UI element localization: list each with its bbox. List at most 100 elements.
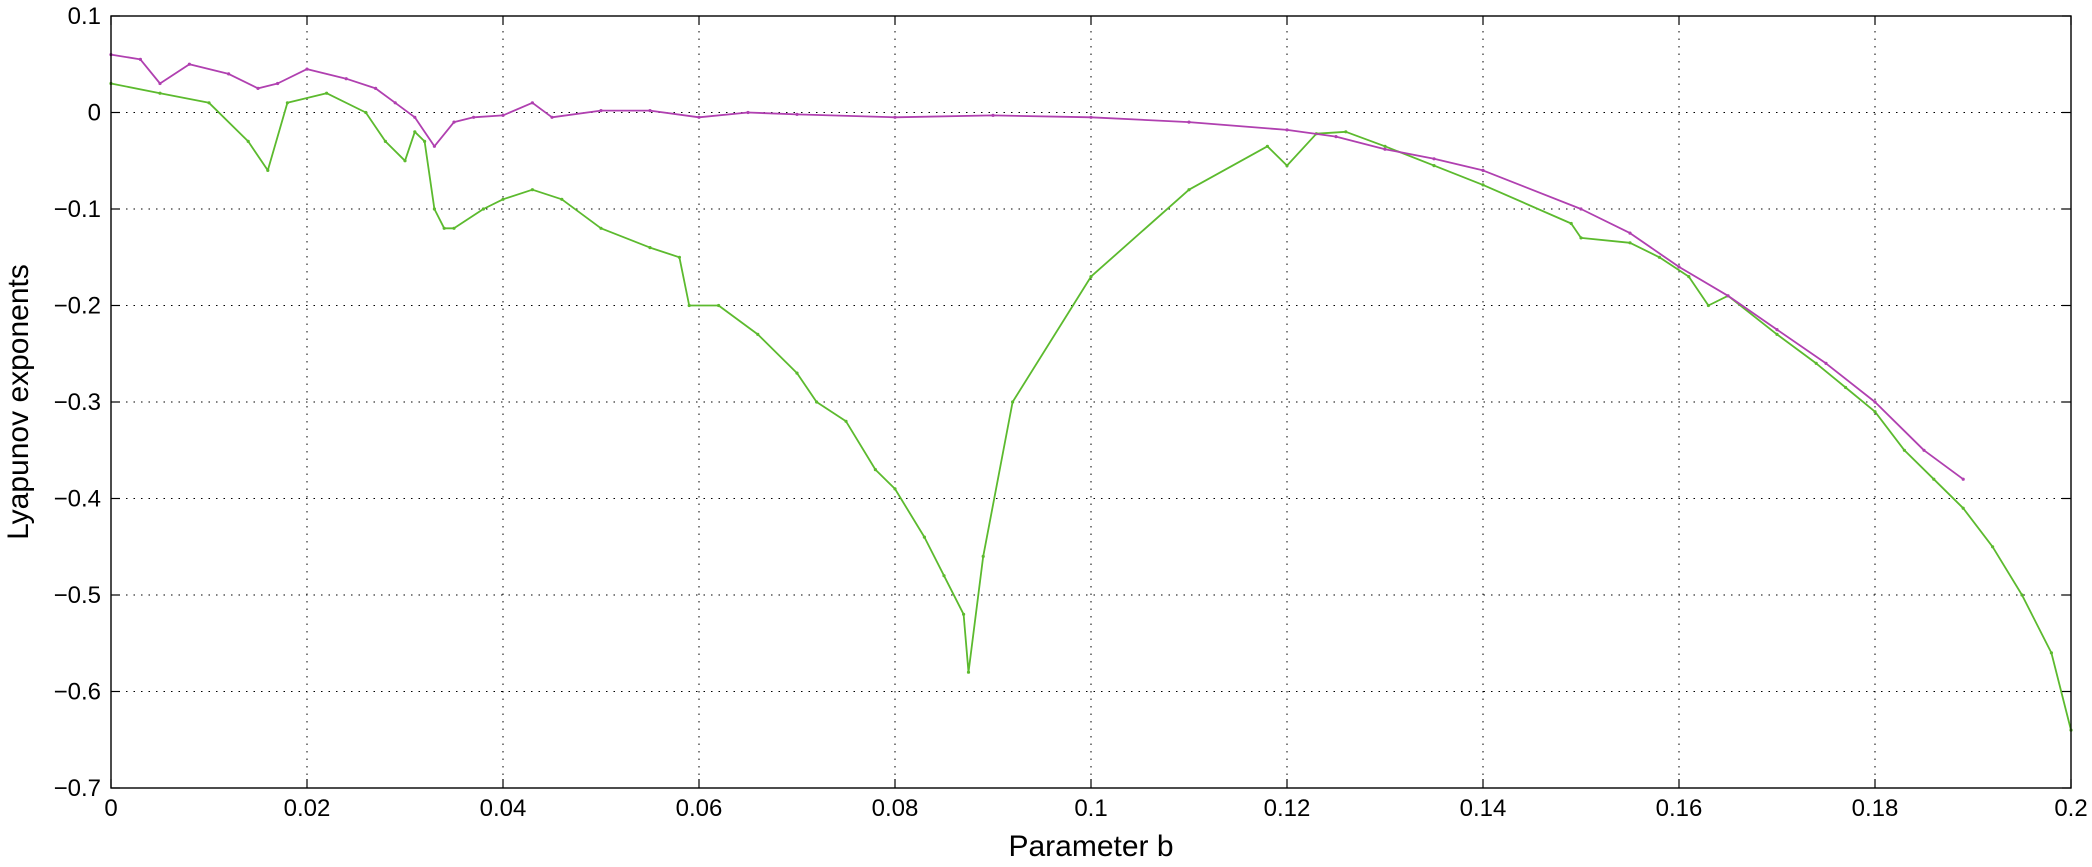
data-point: [717, 303, 721, 308]
y-tick-label: −0.1: [54, 196, 101, 223]
data-point: [550, 115, 554, 119]
data-point: [1726, 294, 1730, 298]
data-point: [1628, 241, 1632, 245]
data-point: [981, 554, 985, 559]
data-point: [344, 77, 348, 81]
data-point: [648, 246, 652, 250]
data-point: [138, 57, 142, 62]
data-point: [452, 226, 456, 230]
data-point: [942, 574, 946, 578]
data-point: [1873, 410, 1877, 414]
data-point: [403, 159, 407, 163]
data-point: [1432, 164, 1436, 168]
data-point: [1824, 361, 1828, 365]
y-tick-label: −0.3: [54, 389, 101, 416]
data-point: [1932, 477, 1936, 481]
data-point: [1187, 188, 1191, 192]
data-point: [227, 72, 231, 76]
ticks: [110, 15, 2072, 789]
data-point: [423, 139, 427, 143]
data-point: [246, 139, 250, 143]
x-tick-labels: 0 0.02 0.04 0.06 0.08 0.1 0.12 0.14 0.16 0.18 0.2: [104, 795, 2087, 822]
data-point: [1579, 236, 1583, 240]
data-point: [1432, 157, 1436, 161]
data-point: [560, 197, 564, 201]
data-point: [452, 120, 456, 124]
data-point: [207, 101, 211, 105]
data-point: [472, 115, 476, 119]
data-point: [285, 101, 289, 105]
data-point: [599, 226, 603, 230]
data-point: [1089, 115, 1093, 119]
data-point: [746, 110, 750, 115]
data-point: [962, 612, 966, 616]
x-tick-label: 0.1: [1074, 795, 1107, 822]
data-point: [1481, 183, 1485, 187]
data-point: [991, 113, 995, 117]
data-point: [1265, 144, 1269, 148]
data-point: [893, 115, 897, 119]
data-point: [1579, 207, 1583, 211]
x-tick-label: 0.02: [284, 795, 331, 822]
y-axis-label: Lyapunov exponents: [2, 264, 35, 540]
data-point: [844, 419, 848, 423]
data-point: [1011, 400, 1015, 404]
data-point: [530, 188, 535, 192]
data-point: [413, 115, 417, 119]
data-point: [1922, 448, 1926, 452]
data-point: [1961, 477, 1965, 481]
data-point: [1383, 147, 1387, 151]
data-point: [815, 400, 819, 404]
data-point: [1657, 255, 1661, 259]
data-point: [1628, 231, 1632, 235]
data-point: [677, 255, 682, 259]
x-tick-label: 0.04: [480, 795, 527, 822]
data-point: [413, 130, 417, 134]
data-point: [1902, 448, 1906, 452]
data-point: [1687, 275, 1691, 279]
data-point: [599, 109, 603, 113]
data-point: [158, 91, 162, 95]
data-point: [325, 91, 329, 95]
data-point: [1991, 545, 1995, 549]
data-point: [432, 207, 436, 211]
data-point: [2020, 593, 2024, 597]
data-point: [756, 332, 760, 336]
data-point: [442, 226, 446, 230]
x-tick-label: 0.12: [1264, 795, 1311, 822]
data-point: [501, 197, 505, 201]
data-point: [1873, 400, 1877, 404]
data-point: [383, 139, 387, 143]
data-point: [1285, 164, 1289, 168]
data-point: [1961, 506, 1965, 510]
y-tick-label: −0.4: [54, 486, 101, 513]
data-point: [2049, 651, 2053, 655]
data-point: [893, 487, 897, 491]
y-tick-label: 0.1: [68, 3, 101, 30]
data-point: [1677, 265, 1681, 269]
data-point: [1775, 328, 1779, 332]
data-point: [432, 144, 436, 148]
y-tick-label: −0.6: [54, 679, 101, 706]
x-tick-label: 0.14: [1460, 795, 1507, 822]
y-tick-label: −0.5: [54, 582, 101, 609]
data-point: [1187, 120, 1191, 124]
data-point: [530, 101, 535, 105]
x-axis-label: Parameter b: [1008, 830, 1173, 863]
y-tick-label: −0.7: [54, 775, 101, 802]
x-tick-label: 0.18: [1852, 795, 1899, 822]
data-point: [1383, 144, 1387, 148]
y-tick-labels: 0.1 0 −0.1 −0.2 −0.3 −0.4 −0.5 −0.6 −0.7: [54, 3, 101, 802]
data-point: [1706, 303, 1710, 308]
series-magenta: [109, 53, 1965, 481]
data-point: [305, 67, 309, 71]
x-tick-label: 0.16: [1656, 795, 1703, 822]
data-point: [501, 113, 505, 117]
y-tick-label: −0.2: [54, 293, 101, 320]
data-point: [648, 109, 652, 113]
data-point: [1481, 168, 1485, 172]
x-tick-label: 0.06: [676, 795, 723, 822]
data-point: [187, 62, 191, 66]
x-tick-label: 0: [104, 795, 117, 822]
